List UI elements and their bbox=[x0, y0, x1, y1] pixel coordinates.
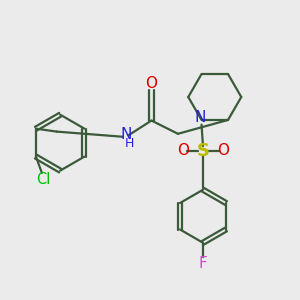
Text: H: H bbox=[125, 137, 134, 150]
Text: O: O bbox=[217, 143, 229, 158]
Text: Cl: Cl bbox=[36, 172, 50, 187]
Text: N: N bbox=[121, 127, 132, 142]
Text: O: O bbox=[177, 143, 189, 158]
Text: N: N bbox=[194, 110, 206, 125]
Text: O: O bbox=[146, 76, 158, 91]
Text: S: S bbox=[196, 142, 209, 160]
Text: F: F bbox=[199, 256, 207, 271]
